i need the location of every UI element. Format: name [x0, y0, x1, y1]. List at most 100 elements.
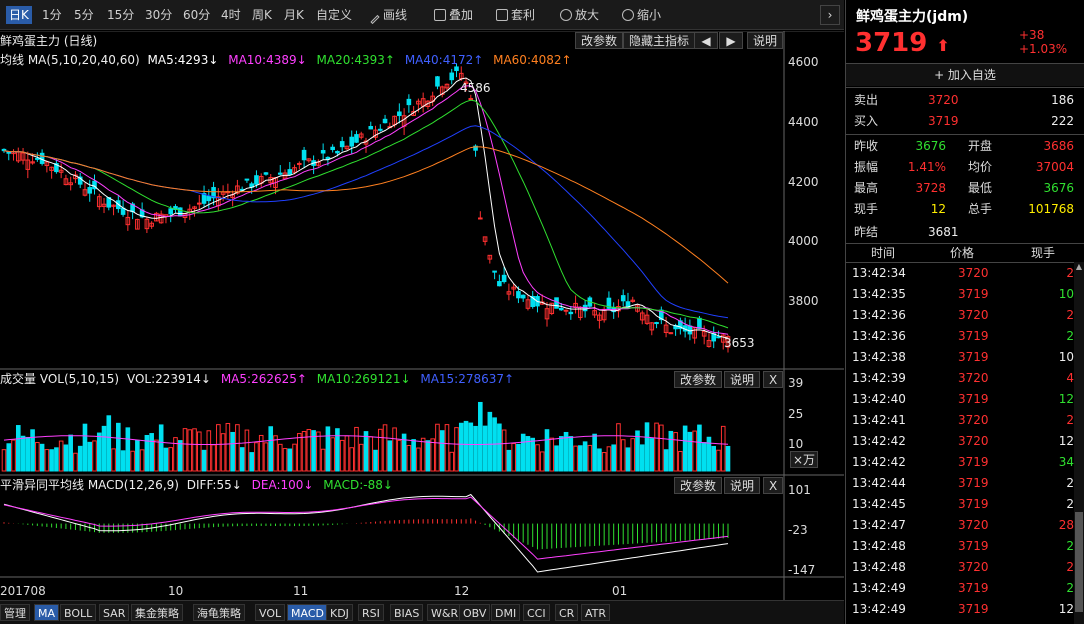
candle-body [644, 314, 650, 324]
macd-help-button[interactable]: 说明 [724, 477, 761, 494]
volume-bar [377, 428, 383, 472]
tick-time: 13:42:36 [852, 308, 906, 322]
volume-bar [96, 432, 102, 472]
indicator-ma[interactable]: MA [34, 604, 60, 621]
indicator-rsi[interactable]: RSI [358, 604, 384, 621]
tick-volume: 10 [1058, 350, 1074, 364]
candle-body [306, 158, 312, 162]
collapse-toolbar-button[interactable]: › [820, 5, 840, 25]
volume-bar [249, 452, 254, 472]
candle-body [77, 176, 83, 185]
volume-bar [63, 444, 69, 472]
scroll-left-button[interactable]: ◀ [694, 32, 718, 49]
volume-bar [201, 449, 207, 472]
hide-main-indicator-button[interactable]: 隐藏主指标 [623, 32, 696, 49]
candle-body [96, 196, 102, 208]
draw-line-button[interactable]: 画线 [370, 6, 408, 25]
candle-body [244, 178, 250, 181]
stat-label-2: 均价 [968, 160, 993, 174]
period-weekly-k[interactable]: 周K [252, 8, 272, 22]
indicator-cr[interactable]: CR [555, 604, 579, 621]
indicator-atr[interactable]: ATR [581, 604, 611, 621]
scroll-up-icon[interactable]: ▲ [1075, 262, 1083, 271]
tick-price: 3719 [958, 476, 989, 490]
tick-price: 3720 [958, 560, 989, 574]
chart-canvas[interactable] [0, 31, 844, 601]
indicator-vol[interactable]: VOL [255, 604, 286, 621]
volume-bar [82, 423, 88, 472]
candle-body [549, 302, 555, 314]
volume-bar [401, 433, 407, 472]
tick-volume: 2 [1066, 266, 1074, 280]
period-monthly-k[interactable]: 月K [284, 8, 304, 22]
ma10-line [3, 85, 729, 335]
tick-row: 13:42:36 3719 2 [846, 326, 1074, 347]
volume-bar [678, 451, 683, 472]
indicator-macd[interactable]: MACD [287, 604, 328, 621]
period-60min[interactable]: 60分 [183, 8, 211, 22]
overlay-button[interactable]: 叠加 [434, 6, 473, 24]
period-4h[interactable]: 4时 [221, 8, 241, 22]
indicator-obv[interactable]: OBV [459, 604, 491, 621]
volume-help-button[interactable]: 说明 [724, 371, 761, 388]
tick-volume: 2 [1066, 539, 1074, 553]
tick-row: 13:42:38 3719 10 [846, 347, 1074, 368]
volume-bar [554, 445, 559, 472]
tick-scrollbar[interactable]: ▲ [1074, 262, 1084, 624]
zoom-in-button[interactable]: 放大 [560, 6, 599, 24]
arrow-right-icon: ▶ [726, 34, 736, 48]
volume-close-button[interactable]: X [763, 371, 784, 388]
period-5min[interactable]: 5分 [74, 8, 94, 22]
indicator-cci[interactable]: CCI [523, 604, 550, 621]
macd-legend-label: 平滑异同平均线 MACD(12,26,9) [0, 478, 179, 492]
add-watchlist-button[interactable]: + 加入自选 [846, 64, 1084, 86]
indicator-turtle[interactable]: 海龟策略 [193, 604, 245, 621]
diff-line [3, 493, 729, 573]
main-help-button[interactable]: 说明 [747, 32, 784, 49]
tick-time: 13:42:35 [852, 287, 906, 301]
tick-volume: 28 [1058, 518, 1074, 532]
zoom-out-button[interactable]: 缩小 [622, 6, 661, 24]
macd-params-button[interactable]: 改参数 [674, 477, 723, 494]
indicator-manage[interactable]: 管理 [0, 604, 30, 621]
volume-bar [473, 425, 478, 472]
period-15min[interactable]: 15分 [107, 8, 135, 22]
draw-line-label: 画线 [383, 8, 408, 22]
indicator-jijin[interactable]: 集金策略 [131, 604, 183, 621]
candle-body [158, 213, 164, 224]
quote-panel: 鲜鸡蛋主力(jdm) 3719 ⬆ +38 +1.03% + 加入自选 卖出 3… [845, 0, 1084, 624]
scroll-right-button[interactable]: ▶ [719, 32, 743, 49]
volume-bar [420, 437, 426, 472]
volume-params-button[interactable]: 改参数 [674, 371, 723, 388]
volume-bar [325, 426, 331, 472]
volume-bar [196, 431, 202, 472]
period-custom[interactable]: 自定义 [316, 8, 353, 22]
tick-scrollbar-thumb[interactable] [1075, 512, 1083, 612]
indicator-wr[interactable]: W&R [427, 604, 463, 621]
indicator-dmi[interactable]: DMI [491, 604, 521, 621]
settle-value: 3681 [928, 225, 959, 239]
main-params-button[interactable]: 改参数 [575, 32, 624, 49]
tick-price: 3719 [958, 287, 989, 301]
candle-body [335, 150, 340, 154]
low-price-label: 3653 [724, 336, 755, 350]
period-1min[interactable]: 1分 [42, 8, 62, 22]
candle-body [635, 305, 640, 312]
candle-body [720, 334, 726, 343]
indicator-kdj[interactable]: KDJ [326, 604, 353, 621]
candle-body [49, 166, 54, 171]
period-daily-k[interactable]: 日K [6, 6, 32, 24]
indicator-bias[interactable]: BIAS [390, 604, 424, 621]
candle-body [725, 336, 731, 348]
tick-price: 3719 [958, 392, 989, 406]
tick-row: 13:42:49 3719 12 [846, 599, 1074, 620]
indicator-boll[interactable]: BOLL [60, 604, 97, 621]
candle-body [639, 312, 645, 321]
volume-bar [58, 440, 64, 472]
indicator-sar[interactable]: SAR [99, 604, 130, 621]
volume-bar [382, 424, 388, 472]
arbitrage-button[interactable]: 套利 [496, 6, 535, 24]
macd-close-button[interactable]: X [763, 477, 784, 494]
candle-body [277, 172, 283, 175]
period-30min[interactable]: 30分 [145, 8, 173, 22]
